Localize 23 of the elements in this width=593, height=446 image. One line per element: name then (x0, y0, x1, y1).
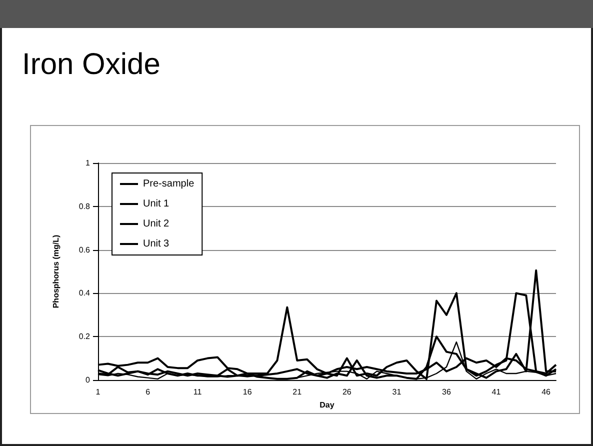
y-tick-label: 0.6 (78, 245, 91, 254)
x-tick-label: 21 (292, 388, 302, 396)
legend-label: Unit 3 (143, 238, 170, 250)
y-tick-label: 0.2 (78, 332, 91, 342)
legend-label: Pre-sample (143, 178, 195, 190)
x-tick-label: 11 (193, 388, 202, 396)
x-tick-label: 41 (492, 388, 502, 396)
x-tick-label: 6 (146, 388, 151, 396)
x-tick-label: 1 (96, 388, 101, 396)
legend-label: Unit 2 (143, 218, 170, 230)
y-tick-label: 0.4 (78, 288, 91, 298)
chart-title: Iron Oxide (22, 48, 160, 82)
legend-label: Unit 1 (143, 198, 170, 210)
x-tick-label: 16 (242, 388, 252, 396)
x-tick-label: 26 (342, 388, 352, 396)
y-tick-label: 0.8 (78, 202, 91, 211)
x-tick-label: 46 (542, 388, 552, 396)
x-tick-label: 31 (392, 388, 402, 396)
y-tick-label: 0 (86, 376, 91, 384)
y-tick-label: 1 (86, 158, 91, 168)
x-tick-label: 36 (442, 388, 452, 396)
y-axis-title: Phosphorus (mg/L) (52, 234, 60, 308)
x-axis-title: Day (320, 400, 335, 410)
